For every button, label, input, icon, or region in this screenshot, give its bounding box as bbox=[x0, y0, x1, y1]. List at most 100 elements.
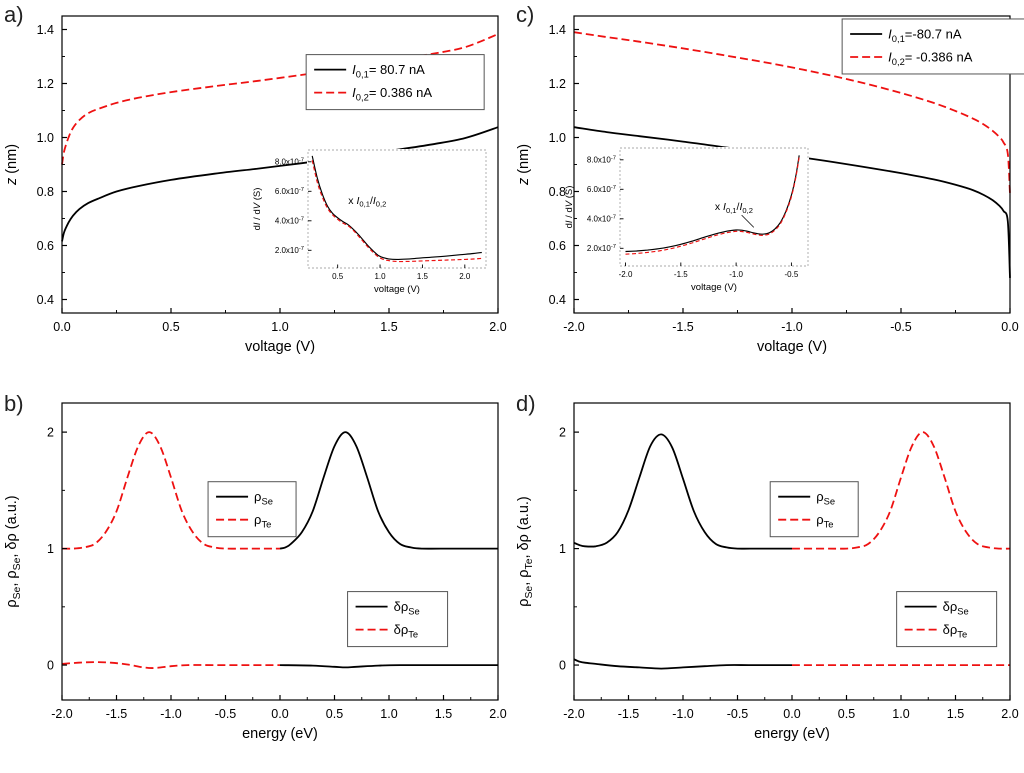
inset-annotation: x I0,1/I0,2 bbox=[348, 195, 386, 209]
x-tick-label: 0.0 bbox=[1001, 320, 1018, 334]
y-tick-label: 2.0x10-7 bbox=[587, 244, 616, 253]
inset-chart: -2.0 -1.5 -1.0 -0.5 2.0x10-7 4.0x10-7 6.0x10-7… bbox=[564, 147, 809, 293]
legend-label: δρSe bbox=[943, 599, 969, 617]
series-dIdV-1 bbox=[311, 155, 482, 260]
series-rho-Se bbox=[279, 431, 498, 550]
y-tick-label: 0.8 bbox=[549, 185, 566, 199]
x-tick-label: 0.5 bbox=[326, 707, 343, 721]
y-axis-label: ρSe, ρSe, δρ (a.u.) bbox=[4, 495, 23, 607]
x-axis-label: voltage (V) bbox=[245, 339, 315, 355]
panel-group-b: -2.0 -1.5 -1.0 -0.5 0.0 0.5 1.0 1.5 2.0 0 1 2 energy… bbox=[4, 402, 507, 742]
y-tick-label: 1.2 bbox=[549, 77, 566, 91]
y-tick-label: 0 bbox=[47, 658, 54, 672]
x-tick-label: 1.0 bbox=[892, 707, 909, 721]
legend-box bbox=[347, 591, 449, 648]
x-tick-label: -1.0 bbox=[781, 320, 803, 334]
x-tick-label: 0.0 bbox=[271, 707, 288, 721]
panel-d-chart: -2.0 -1.5 -1.0 -0.5 0.0 0.5 1.0 1.5 2.0 0 1 2 energy… bbox=[516, 402, 1019, 742]
legend-label: I0,2= -0.386 nA bbox=[888, 49, 973, 67]
panel-label-b: b) bbox=[4, 391, 24, 416]
legend-label: ρTe bbox=[254, 512, 271, 530]
y-tick-label: 2.0x10-7 bbox=[275, 246, 304, 255]
y-tick-label: 1.4 bbox=[549, 23, 566, 37]
legend-label: ρSe bbox=[816, 489, 835, 507]
legend: ρSe ρTe bbox=[769, 481, 859, 538]
x-tick-label: 0.0 bbox=[783, 707, 800, 721]
inset-background bbox=[619, 147, 809, 267]
y-tick-label: 0.6 bbox=[549, 239, 566, 253]
y-axis-label: dI / dV (S) bbox=[252, 188, 263, 231]
legend: ρSe ρTe bbox=[207, 481, 297, 538]
y-tick-label: 1 bbox=[47, 542, 54, 556]
x-tick-label: -2.0 bbox=[51, 707, 73, 721]
x-tick-label: -2.0 bbox=[563, 707, 585, 721]
legend-label: δρTe bbox=[394, 622, 419, 640]
x-tick-label: 1.0 bbox=[380, 707, 397, 721]
y-tick-label: 1.2 bbox=[37, 77, 54, 91]
legend-label: δρSe bbox=[394, 599, 420, 617]
legend-label: δρTe bbox=[943, 622, 968, 640]
y-axis-label: z (nm) bbox=[4, 144, 20, 186]
inset-background bbox=[307, 149, 487, 269]
y-tick-label: 1 bbox=[559, 542, 566, 556]
x-tick-label: 2.0 bbox=[489, 707, 506, 721]
x-tick-label: 1.5 bbox=[380, 320, 397, 334]
y-tick-label: 0 bbox=[559, 658, 566, 672]
x-tick-label: 0.5 bbox=[838, 707, 855, 721]
x-tick-label: -1.5 bbox=[674, 270, 688, 279]
y-tick-label: 0.4 bbox=[549, 293, 566, 307]
legend: I0,1= 80.7 nA I0,2= 0.386 nA bbox=[305, 54, 485, 111]
legend-label: I0,1= 80.7 nA bbox=[352, 62, 425, 80]
y-axis-label: ρSe, ρTe, δρ (a.u.) bbox=[516, 496, 535, 607]
series-dIdV-2-scaled bbox=[311, 160, 482, 263]
x-tick-label: 2.0 bbox=[489, 320, 506, 334]
y-tick-label: 1.0 bbox=[549, 131, 566, 145]
x-tick-label: -1.0 bbox=[160, 707, 182, 721]
legend: δρSe δρTe bbox=[347, 591, 449, 648]
x-tick-label: -2.0 bbox=[563, 320, 585, 334]
panel-group-c: -2.0 -1.5 -1.0 -0.5 0.0 0.4 0.6 0.8 1.0 1.2 1.4 vol… bbox=[516, 15, 1024, 355]
y-tick-label: 2 bbox=[47, 425, 54, 439]
legend-box bbox=[305, 54, 485, 111]
legend-box bbox=[207, 481, 297, 538]
x-axis-label: voltage (V) bbox=[757, 339, 827, 355]
series-drho-Se bbox=[279, 664, 498, 669]
y-tick-label: 4.0x10-7 bbox=[587, 214, 616, 223]
panel-c-chart: -2.0 -1.5 -1.0 -0.5 0.0 0.4 0.6 0.8 1.0 1.2 1.4 vol… bbox=[516, 15, 1024, 355]
x-tick-label: -0.5 bbox=[890, 320, 912, 334]
x-tick-label: -2.0 bbox=[619, 270, 633, 279]
series-I01 bbox=[573, 126, 1011, 278]
legend-box bbox=[896, 591, 998, 648]
x-tick-label: -1.0 bbox=[729, 270, 743, 279]
legend-box bbox=[841, 18, 1024, 75]
x-tick-label: -1.5 bbox=[672, 320, 694, 334]
panel-label-a: a) bbox=[4, 2, 24, 27]
series-I02 bbox=[61, 33, 499, 165]
y-axis-label: z (nm) bbox=[516, 144, 532, 186]
annotation-leader-line bbox=[741, 214, 755, 228]
x-tick-label: -0.5 bbox=[215, 707, 237, 721]
series-dIdV-1 bbox=[625, 155, 800, 253]
panel-group-d: -2.0 -1.5 -1.0 -0.5 0.0 0.5 1.0 1.5 2.0 0 1 2 energy… bbox=[516, 402, 1019, 742]
x-tick-label: -1.5 bbox=[618, 707, 640, 721]
x-axis-label: voltage (V) bbox=[691, 282, 737, 293]
y-tick-label: 0.6 bbox=[37, 239, 54, 253]
x-tick-label: -1.5 bbox=[106, 707, 128, 721]
inset-chart: 0.5 1.0 1.5 2.0 2.0x10-7 4.0x10-7 6.0x10-7 8.0x… bbox=[252, 149, 487, 295]
x-axis-label: energy (eV) bbox=[242, 726, 318, 742]
x-axis-label: energy (eV) bbox=[754, 726, 830, 742]
panel-label-c: c) bbox=[516, 2, 535, 27]
legend-box bbox=[769, 481, 859, 538]
x-tick-label: 1.5 bbox=[417, 272, 429, 281]
x-tick-label: -0.5 bbox=[727, 707, 749, 721]
x-tick-label: 0.0 bbox=[53, 320, 70, 334]
legend-label: I0,2= 0.386 nA bbox=[352, 85, 432, 103]
x-tick-label: 2.0 bbox=[459, 272, 471, 281]
series-rho-Te bbox=[792, 431, 1011, 550]
axis-frame bbox=[619, 147, 809, 267]
y-axis-label: dI / dV (S) bbox=[564, 186, 575, 229]
axis-frame bbox=[307, 149, 487, 269]
panel-b-chart: -2.0 -1.5 -1.0 -0.5 0.0 0.5 1.0 1.5 2.0 0 1 2 energy… bbox=[4, 402, 507, 742]
legend: δρSe δρTe bbox=[896, 591, 998, 648]
